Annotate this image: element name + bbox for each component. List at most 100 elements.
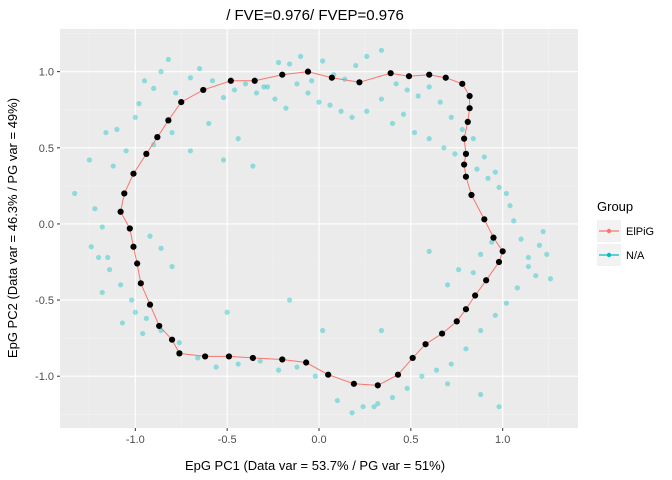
na-data-point xyxy=(511,218,517,224)
na-data-point xyxy=(305,90,311,96)
na-data-point xyxy=(253,90,260,96)
legend-key-point xyxy=(606,252,612,258)
na-data-point xyxy=(503,190,509,197)
na-data-point xyxy=(353,62,359,69)
na-data-point xyxy=(419,373,425,379)
na-data-point xyxy=(99,289,105,296)
na-data-point xyxy=(99,224,105,230)
na-data-point xyxy=(235,361,241,367)
elpig-node xyxy=(126,225,133,232)
na-data-point xyxy=(426,84,432,90)
na-data-point xyxy=(349,410,355,416)
na-data-point xyxy=(195,355,201,361)
na-data-point xyxy=(544,251,550,257)
na-data-point xyxy=(360,404,366,410)
elpig-node xyxy=(499,248,506,255)
elpig-node xyxy=(466,105,473,112)
na-data-point xyxy=(349,114,355,120)
x-axis-title: EpG PC1 (Data var = 53.7% / PG var = 51%… xyxy=(185,458,445,473)
elpig-node xyxy=(200,86,207,94)
elpig-node xyxy=(462,150,470,157)
y-tick-label: 0.5 xyxy=(39,143,54,155)
na-data-point xyxy=(264,84,271,90)
na-data-point xyxy=(147,233,153,239)
na-data-point xyxy=(378,96,385,102)
elpig-node xyxy=(121,190,128,197)
elpig-node xyxy=(422,341,429,348)
elpig-node xyxy=(461,135,468,142)
na-data-point xyxy=(132,114,138,120)
na-data-point xyxy=(437,99,443,105)
na-data-point xyxy=(275,59,282,66)
elpig-node xyxy=(483,277,490,284)
legend: Group ElPiG N/A xyxy=(597,199,654,266)
elpig-node xyxy=(117,208,124,215)
elpig-node xyxy=(227,77,234,84)
elpig-node xyxy=(438,330,446,337)
na-data-point xyxy=(242,81,249,87)
elpig-node xyxy=(394,371,402,378)
elpig-node xyxy=(225,353,233,360)
na-data-point xyxy=(378,327,385,334)
na-data-point xyxy=(404,87,410,93)
legend-key-point xyxy=(606,228,612,234)
y-tick-label: -0.5 xyxy=(35,295,54,307)
chart-title: / FVE=0.976/ FVEP=0.976 xyxy=(226,7,404,24)
elpig-node xyxy=(156,322,163,330)
elpig-node xyxy=(146,301,154,308)
na-data-point xyxy=(110,163,116,169)
elpig-node xyxy=(249,354,256,362)
elpig-node xyxy=(165,117,172,124)
na-data-point xyxy=(415,93,421,99)
na-data-point xyxy=(474,166,480,172)
x-tick-label: 0.0 xyxy=(311,434,326,446)
na-data-point xyxy=(371,404,377,410)
na-data-point xyxy=(426,248,432,254)
elpig-node xyxy=(178,98,185,106)
elpig-node xyxy=(130,170,137,177)
elpig-node xyxy=(303,359,310,366)
elpig-node xyxy=(328,74,335,81)
na-data-point xyxy=(294,81,300,87)
na-data-point xyxy=(209,78,216,84)
legend-entry-0: ElPiG xyxy=(597,220,654,242)
elpig-node xyxy=(426,71,433,78)
na-data-point xyxy=(141,78,148,84)
na-data-point xyxy=(496,404,502,410)
na-data-point xyxy=(257,358,263,364)
na-data-point xyxy=(143,315,149,321)
na-data-point xyxy=(197,65,203,72)
elpig-node xyxy=(325,371,332,378)
elpig-node xyxy=(490,234,497,241)
na-data-point xyxy=(470,270,476,276)
x-tick-label: -0.5 xyxy=(218,434,237,446)
na-data-point xyxy=(411,129,418,136)
na-data-point xyxy=(456,267,462,273)
elpig-node xyxy=(409,354,416,362)
y-axis-ticks: -1.0 -0.5 0.0 0.5 1.0 xyxy=(35,67,60,383)
na-data-point xyxy=(132,309,138,315)
elpig-node xyxy=(137,280,144,287)
na-data-point xyxy=(250,163,256,169)
y-axis-title: EpG PC2 (Data var = 46.3% / PG var = 49%… xyxy=(5,98,20,358)
y-tick-label: 1.0 xyxy=(39,67,54,79)
na-data-point xyxy=(231,87,238,93)
na-data-point xyxy=(92,206,98,212)
na-data-point xyxy=(514,285,520,291)
na-data-point xyxy=(478,327,484,334)
elpig-node xyxy=(251,77,258,84)
elpig-node xyxy=(442,74,449,81)
na-data-point xyxy=(272,96,278,102)
elpig-node xyxy=(387,70,394,77)
na-data-point xyxy=(169,263,175,270)
na-data-point xyxy=(287,61,293,67)
na-data-point xyxy=(309,78,315,84)
na-data-point xyxy=(298,53,304,60)
na-data-point xyxy=(220,157,227,163)
elpig-node xyxy=(472,292,479,299)
na-data-point xyxy=(275,367,282,373)
na-data-point xyxy=(492,169,498,175)
elpig-nodes xyxy=(117,68,506,389)
x-axis-ticks: -1.0 -0.5 0.0 0.5 1.0 xyxy=(126,428,510,446)
